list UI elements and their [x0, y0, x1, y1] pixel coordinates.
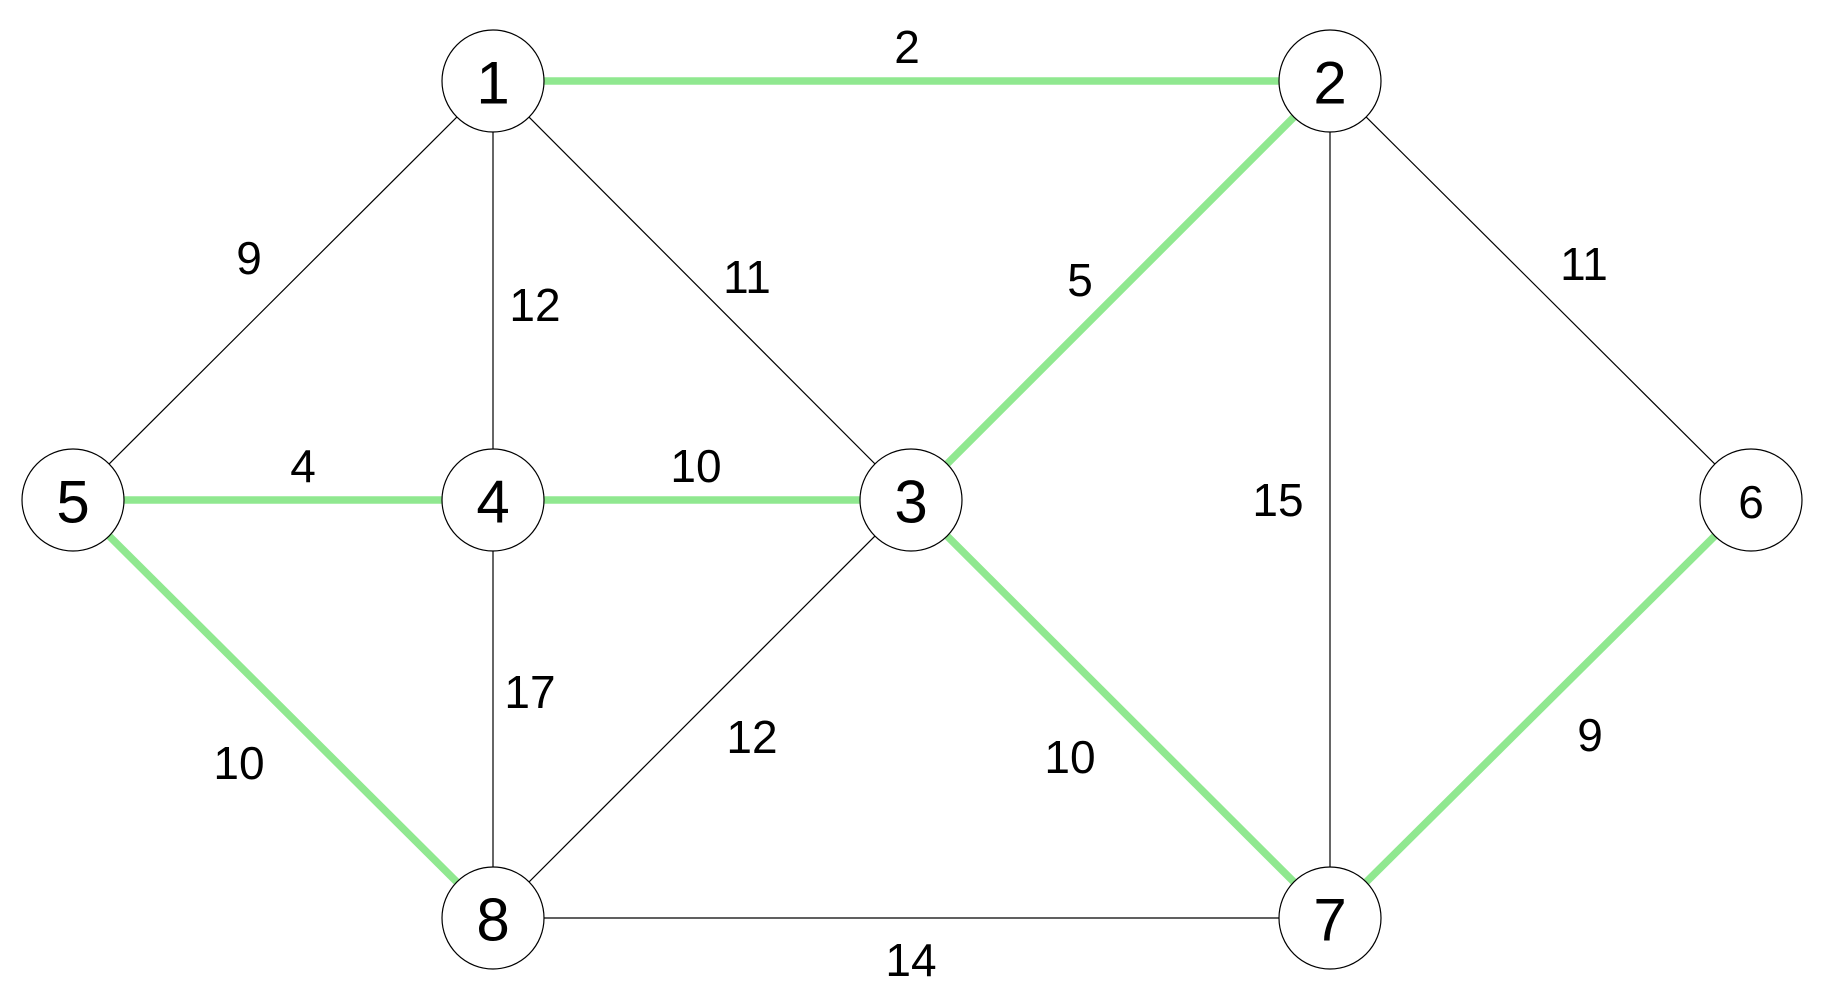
node-circle-6 [1699, 448, 1803, 552]
node-circle-7 [1278, 866, 1382, 970]
edge-weight-5-4: 4 [290, 440, 316, 492]
edge-2-3 [908, 78, 1333, 503]
edge-weight-3-7: 10 [1044, 731, 1095, 783]
node-4: 4 [441, 448, 545, 552]
node-circle-5 [21, 448, 125, 552]
node-circle-1 [441, 29, 545, 133]
edge-weight-2-3: 5 [1067, 254, 1093, 306]
edge-1-3 [492, 80, 912, 501]
node-label-4: 4 [476, 469, 509, 536]
edge-1-5 [72, 80, 494, 501]
node-7: 7 [1278, 866, 1382, 970]
node-label-3: 3 [894, 469, 927, 536]
edge-weight-4-3: 10 [670, 440, 721, 492]
node-8: 8 [441, 866, 545, 970]
edge-weight-8-7: 14 [885, 934, 936, 986]
node-circle-3 [859, 448, 963, 552]
edge-weight-6-7: 9 [1577, 709, 1603, 761]
edge-weight-1-4: 12 [509, 279, 560, 331]
node-circle-2 [1278, 29, 1382, 133]
edge-weight-5-8: 10 [213, 737, 264, 789]
node-label-2: 2 [1313, 50, 1346, 117]
edges-layer [70, 77, 1754, 921]
node-label-5: 5 [56, 469, 89, 536]
edge-weight-4-8: 17 [504, 666, 555, 718]
node-label-1: 1 [476, 50, 509, 117]
node-circle-4 [441, 448, 545, 552]
edge-6-7 [1327, 497, 1754, 921]
node-label-8: 8 [476, 887, 509, 954]
edge-3-7 [908, 497, 1333, 921]
node-1: 1 [441, 29, 545, 133]
edge-3-8 [492, 499, 912, 919]
edge-weight-1-3: 11 [723, 251, 771, 303]
edge-weight-1-5: 9 [236, 232, 262, 284]
edge-weight-2-7: 15 [1252, 474, 1303, 526]
edge-weight-2-6: 11 [1560, 238, 1608, 290]
edge-2-6 [1329, 80, 1752, 501]
node-circle-8 [441, 866, 545, 970]
node-5: 5 [21, 448, 125, 552]
node-2: 2 [1278, 29, 1382, 133]
node-6: 6 [1699, 448, 1803, 552]
node-label-6: 6 [1738, 476, 1764, 528]
node-3: 3 [859, 448, 963, 552]
edge-weight-1-2: 2 [894, 21, 920, 73]
edge-5-8 [70, 497, 496, 921]
edge-weight-3-8: 12 [726, 711, 777, 763]
node-label-7: 7 [1313, 887, 1346, 954]
